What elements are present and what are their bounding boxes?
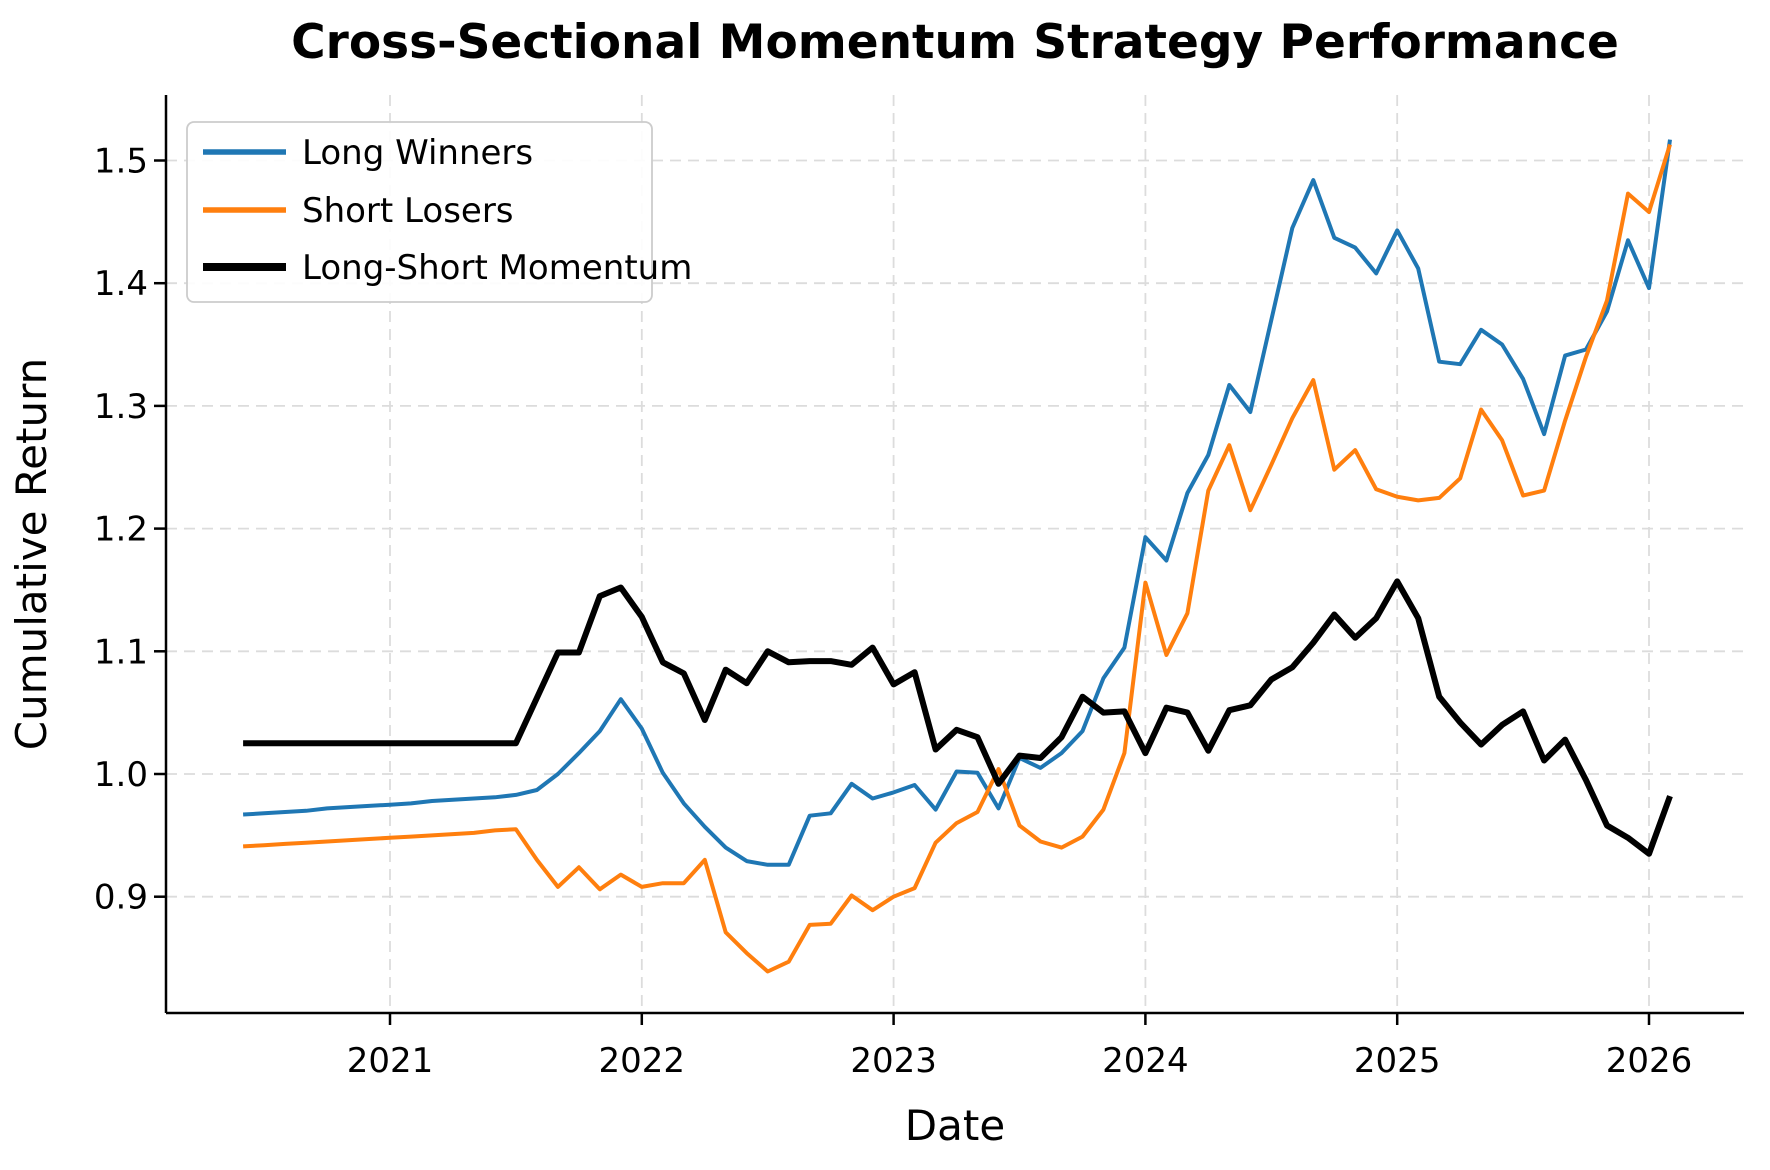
legend-entry-long-short-momentum: Long-Short Momentum (203, 248, 692, 288)
chart-title: Cross-Sectional Momentum Strategy Perfor… (291, 15, 1619, 70)
y-tick-label: 1.4 (94, 264, 148, 304)
legend-entry-long-winners: Long Winners (203, 133, 533, 173)
y-tick-label: 1.5 (94, 142, 148, 182)
legend-label: Long Winners (302, 133, 533, 173)
legend: Long Winners Short Losers Long-Short Momen… (186, 121, 692, 303)
y-tick-label: 1.1 (94, 632, 148, 672)
series-line-long-short-momentum (243, 578, 1673, 857)
legend-label: Short Losers (302, 191, 514, 231)
x-tick-label: 2026 (1606, 1041, 1693, 1081)
x-tick-label: 2023 (850, 1041, 937, 1081)
x-tick-label: 2022 (599, 1041, 686, 1081)
y-axis-label: Cumulative Return (7, 358, 56, 750)
legend-entry-short-losers: Short Losers (203, 191, 514, 231)
y-tick-label: 1.2 (94, 510, 148, 550)
gridlines (166, 95, 1744, 1013)
series-line-long-winners (242, 139, 1672, 867)
axes-spines (154, 95, 1744, 1025)
legend-box (186, 121, 653, 303)
x-tick-label: 2024 (1102, 1041, 1189, 1081)
legend-label: Long-Short Momentum (302, 248, 692, 288)
y-tick-label: 1.0 (94, 755, 148, 795)
y-tick-label: 0.9 (94, 878, 148, 918)
x-axis-label: Date (905, 1101, 1005, 1150)
x-tick-label: 2025 (1354, 1041, 1441, 1081)
x-tick-label: 2021 (347, 1041, 434, 1081)
y-tick-label: 1.3 (94, 387, 148, 427)
series-line-short-losers (242, 143, 1672, 974)
